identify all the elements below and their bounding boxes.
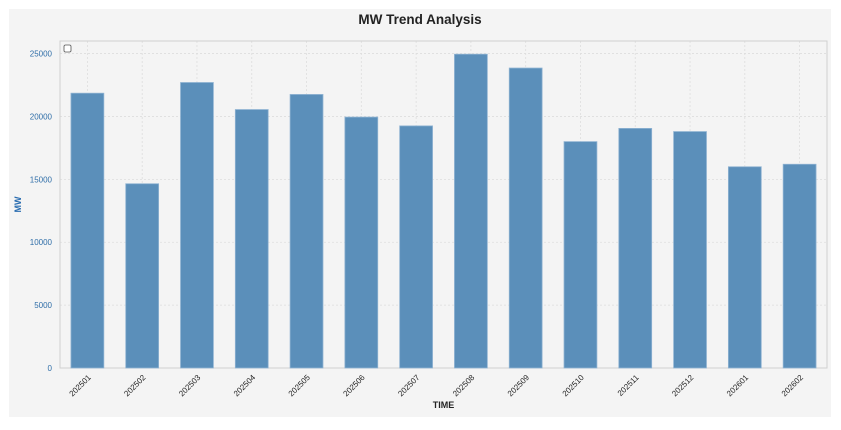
x-tick-label: 202509 bbox=[506, 373, 532, 399]
y-tick-label: 20000 bbox=[30, 112, 53, 121]
x-axis-ticks: 202501 202502 202503 202504 202505 202506 2025… bbox=[68, 373, 806, 399]
x-tick-label: 202505 bbox=[287, 373, 313, 399]
x-axis-label: TIME bbox=[433, 400, 455, 410]
y-tick-label: 5000 bbox=[34, 301, 52, 310]
plot-area bbox=[59, 40, 828, 369]
y-axis-ticks: 0 5000 10000 15000 20000 25000 bbox=[30, 50, 53, 373]
grid bbox=[60, 41, 827, 369]
y-tick-label: 15000 bbox=[30, 175, 53, 184]
bar bbox=[454, 53, 488, 369]
x-tick-label: 202602 bbox=[780, 373, 806, 399]
bar bbox=[618, 128, 653, 369]
x-tick-label: 202501 bbox=[68, 373, 94, 399]
bar bbox=[673, 131, 707, 369]
bars bbox=[70, 53, 817, 369]
bar bbox=[70, 92, 105, 369]
bar bbox=[344, 116, 379, 369]
x-tick-label: 202502 bbox=[122, 373, 148, 399]
bar bbox=[399, 125, 433, 369]
x-tick-label: 202512 bbox=[670, 373, 696, 399]
bar bbox=[782, 163, 817, 369]
x-tick-label: 202504 bbox=[232, 373, 258, 399]
x-tick-label: 202506 bbox=[341, 373, 367, 399]
bar bbox=[563, 141, 598, 369]
x-tick-label: 202510 bbox=[561, 373, 587, 399]
chart-title: MW Trend Analysis bbox=[358, 12, 482, 27]
y-tick-label: 0 bbox=[48, 364, 53, 373]
bar bbox=[508, 67, 543, 369]
x-tick-label: 202511 bbox=[616, 373, 641, 398]
bar bbox=[125, 183, 160, 369]
x-tick-label: 202601 bbox=[725, 373, 751, 399]
legend-checkbox[interactable] bbox=[63, 44, 72, 53]
chart-figure: MW Trend Analysis 0 5000 10000 15000 20000 25… bbox=[9, 9, 831, 417]
bar bbox=[289, 94, 324, 369]
x-tick-label: 202507 bbox=[396, 373, 422, 399]
x-tick-label: 202508 bbox=[451, 373, 477, 399]
x-tick-label: 202503 bbox=[177, 373, 203, 399]
bar bbox=[234, 109, 269, 369]
y-axis-label: MW bbox=[13, 196, 23, 212]
y-tick-label: 10000 bbox=[30, 238, 53, 247]
bar bbox=[180, 82, 214, 369]
bar bbox=[727, 166, 762, 369]
y-tick-label: 25000 bbox=[30, 50, 53, 59]
